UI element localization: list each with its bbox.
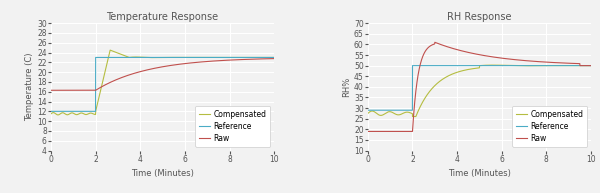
Reference: [264, 56, 271, 59]
Raw: [59, 89, 66, 91]
Line: Compensated: Compensated: [368, 65, 591, 117]
Compensated: [581, 64, 589, 67]
Raw: [587, 64, 595, 67]
Raw: [47, 89, 55, 91]
Reference: [467, 64, 474, 67]
Compensated: [107, 49, 114, 51]
Raw: [364, 130, 371, 133]
Title: RH Response: RH Response: [447, 12, 512, 22]
Reference: [581, 64, 588, 67]
Raw: [376, 130, 383, 133]
Reference: [150, 56, 157, 59]
Raw: [156, 66, 163, 69]
Line: Raw: Raw: [368, 42, 591, 131]
Reference: [92, 56, 99, 59]
Reference: [581, 64, 588, 67]
Compensated: [47, 113, 55, 115]
Raw: [467, 52, 474, 54]
Compensated: [264, 56, 271, 59]
X-axis label: Time (Minutes): Time (Minutes): [131, 169, 194, 178]
Raw: [223, 59, 230, 61]
X-axis label: Time (Minutes): Time (Minutes): [448, 169, 511, 178]
Legend: Compensated, Reference, Raw: Compensated, Reference, Raw: [195, 106, 271, 147]
Reference: [376, 109, 383, 111]
Compensated: [473, 67, 480, 69]
Title: Temperature Response: Temperature Response: [107, 12, 218, 22]
Raw: [581, 64, 588, 67]
Reference: [473, 64, 480, 67]
Compensated: [364, 112, 371, 115]
Reference: [223, 56, 230, 59]
Y-axis label: RH%: RH%: [342, 77, 351, 97]
Line: Raw: Raw: [51, 59, 274, 90]
Y-axis label: Temperature (C): Temperature (C): [25, 53, 34, 121]
Compensated: [540, 64, 547, 67]
Compensated: [376, 114, 383, 116]
Compensated: [156, 56, 163, 59]
Compensated: [587, 64, 595, 67]
Reference: [271, 56, 278, 59]
Line: Reference: Reference: [51, 58, 274, 111]
Raw: [540, 61, 547, 63]
Compensated: [409, 115, 416, 118]
Line: Compensated: Compensated: [51, 50, 274, 115]
Compensated: [59, 112, 66, 114]
Legend: Compensated, Reference, Raw: Compensated, Reference, Raw: [512, 106, 587, 147]
Compensated: [150, 56, 157, 59]
Raw: [581, 64, 588, 67]
Reference: [47, 110, 55, 113]
Reference: [587, 64, 595, 67]
Compensated: [581, 64, 588, 67]
Compensated: [264, 56, 271, 59]
Raw: [150, 67, 157, 70]
Reference: [156, 56, 163, 59]
Raw: [264, 58, 271, 60]
Reference: [540, 64, 547, 67]
Raw: [271, 58, 278, 60]
Compensated: [489, 64, 496, 66]
Reference: [59, 110, 66, 113]
Raw: [431, 41, 439, 43]
Compensated: [271, 56, 278, 59]
Reference: [364, 109, 371, 111]
Compensated: [223, 56, 230, 59]
Compensated: [55, 114, 62, 116]
Reference: [264, 56, 271, 59]
Line: Reference: Reference: [368, 66, 591, 110]
Compensated: [467, 68, 474, 70]
Raw: [473, 53, 480, 55]
Raw: [264, 58, 271, 60]
Reference: [409, 64, 416, 67]
